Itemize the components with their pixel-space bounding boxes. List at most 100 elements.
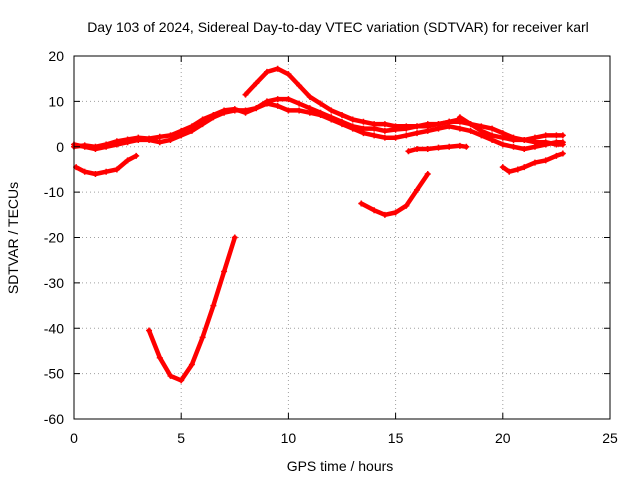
data-point [221, 268, 228, 275]
data-point [478, 132, 485, 139]
data-point [253, 105, 260, 112]
data-point [435, 144, 442, 151]
data-point [424, 146, 431, 153]
data-point [231, 234, 238, 241]
data-point [467, 121, 474, 128]
data-point [542, 157, 549, 164]
data-point [317, 100, 324, 107]
data-point [478, 123, 485, 130]
data-point [285, 107, 292, 114]
data-point [146, 136, 153, 143]
data-point [424, 127, 431, 134]
data-point [306, 109, 313, 116]
data-point [510, 143, 517, 150]
data-point [349, 116, 356, 123]
data-point [178, 132, 185, 139]
data-point [339, 121, 345, 128]
data-point [381, 211, 388, 218]
series-track-2 [71, 100, 566, 153]
data-point [103, 143, 110, 150]
data-point [521, 136, 528, 143]
axis-layer: 0 5 10 15 20 25 -60 -50 -40 -30 -20 -10 0 10 20 [44, 48, 618, 446]
data-point [499, 141, 506, 148]
data-point [489, 136, 496, 143]
data-point [542, 132, 549, 139]
data-point [135, 136, 142, 143]
x-tick-label: 15 [388, 430, 404, 446]
data-point [424, 121, 431, 128]
data-point [358, 200, 365, 207]
data-point [92, 146, 99, 153]
y-tick-label: 20 [48, 48, 64, 64]
y-tick-label: -60 [44, 411, 64, 427]
data-point [210, 114, 217, 121]
data-point [371, 207, 378, 214]
data-point [328, 107, 335, 114]
x-tick-label: 25 [602, 430, 618, 446]
y-tick-label: -40 [44, 320, 64, 336]
x-tick-label: 10 [281, 430, 297, 446]
data-point [167, 136, 174, 143]
data-point [146, 327, 153, 334]
data-point [242, 91, 249, 98]
y-tick-label: -20 [44, 230, 64, 246]
data-layer [71, 65, 566, 384]
data-point [296, 100, 303, 107]
y-tick-label: -10 [44, 184, 64, 200]
x-tick-label: 5 [177, 430, 185, 446]
data-point [156, 139, 163, 146]
data-point [499, 164, 506, 171]
series-track-8 [405, 142, 470, 155]
data-point [124, 139, 131, 146]
data-point [467, 127, 474, 134]
x-tick-label: 0 [70, 430, 78, 446]
data-point [521, 146, 528, 153]
data-point [531, 134, 538, 141]
data-point [274, 96, 281, 103]
data-point [403, 202, 410, 209]
x-axis-label: GPS time / hours [287, 458, 394, 474]
data-point [553, 139, 560, 146]
data-point [349, 125, 356, 132]
data-point [274, 65, 281, 72]
data-point [221, 109, 228, 116]
grid-layer [74, 56, 610, 419]
data-point [521, 164, 528, 171]
data-point [92, 170, 99, 177]
data-point [553, 132, 560, 139]
data-point [81, 143, 88, 150]
data-point [253, 80, 260, 87]
data-point [559, 139, 566, 146]
y-tick-label: 0 [56, 139, 64, 155]
x-tick-label: 20 [495, 430, 511, 446]
series-track-3 [242, 65, 463, 130]
data-point [381, 127, 388, 134]
series-track-5 [73, 152, 140, 177]
data-point [456, 114, 463, 121]
series-line [359, 171, 431, 218]
y-tick-label: 10 [48, 93, 64, 109]
data-point [392, 209, 399, 216]
series-track-6 [146, 234, 238, 384]
data-point [199, 334, 206, 341]
data-point [381, 121, 388, 128]
data-point [306, 93, 313, 100]
data-point [510, 134, 517, 141]
data-point [403, 123, 410, 130]
data-point [553, 152, 560, 159]
data-point [263, 68, 270, 75]
chart-title: Day 103 of 2024, Sidereal Day-to-day VTE… [87, 19, 589, 35]
data-point [381, 134, 388, 141]
data-point [456, 142, 463, 149]
data-point [210, 302, 217, 309]
data-point [514, 166, 521, 173]
y-tick-label: -50 [44, 366, 64, 382]
series-track-9 [499, 150, 566, 175]
data-point [296, 107, 303, 114]
data-point [156, 133, 163, 140]
data-point [188, 361, 195, 368]
data-point [285, 71, 292, 78]
data-point [392, 123, 399, 130]
data-point [199, 121, 206, 128]
